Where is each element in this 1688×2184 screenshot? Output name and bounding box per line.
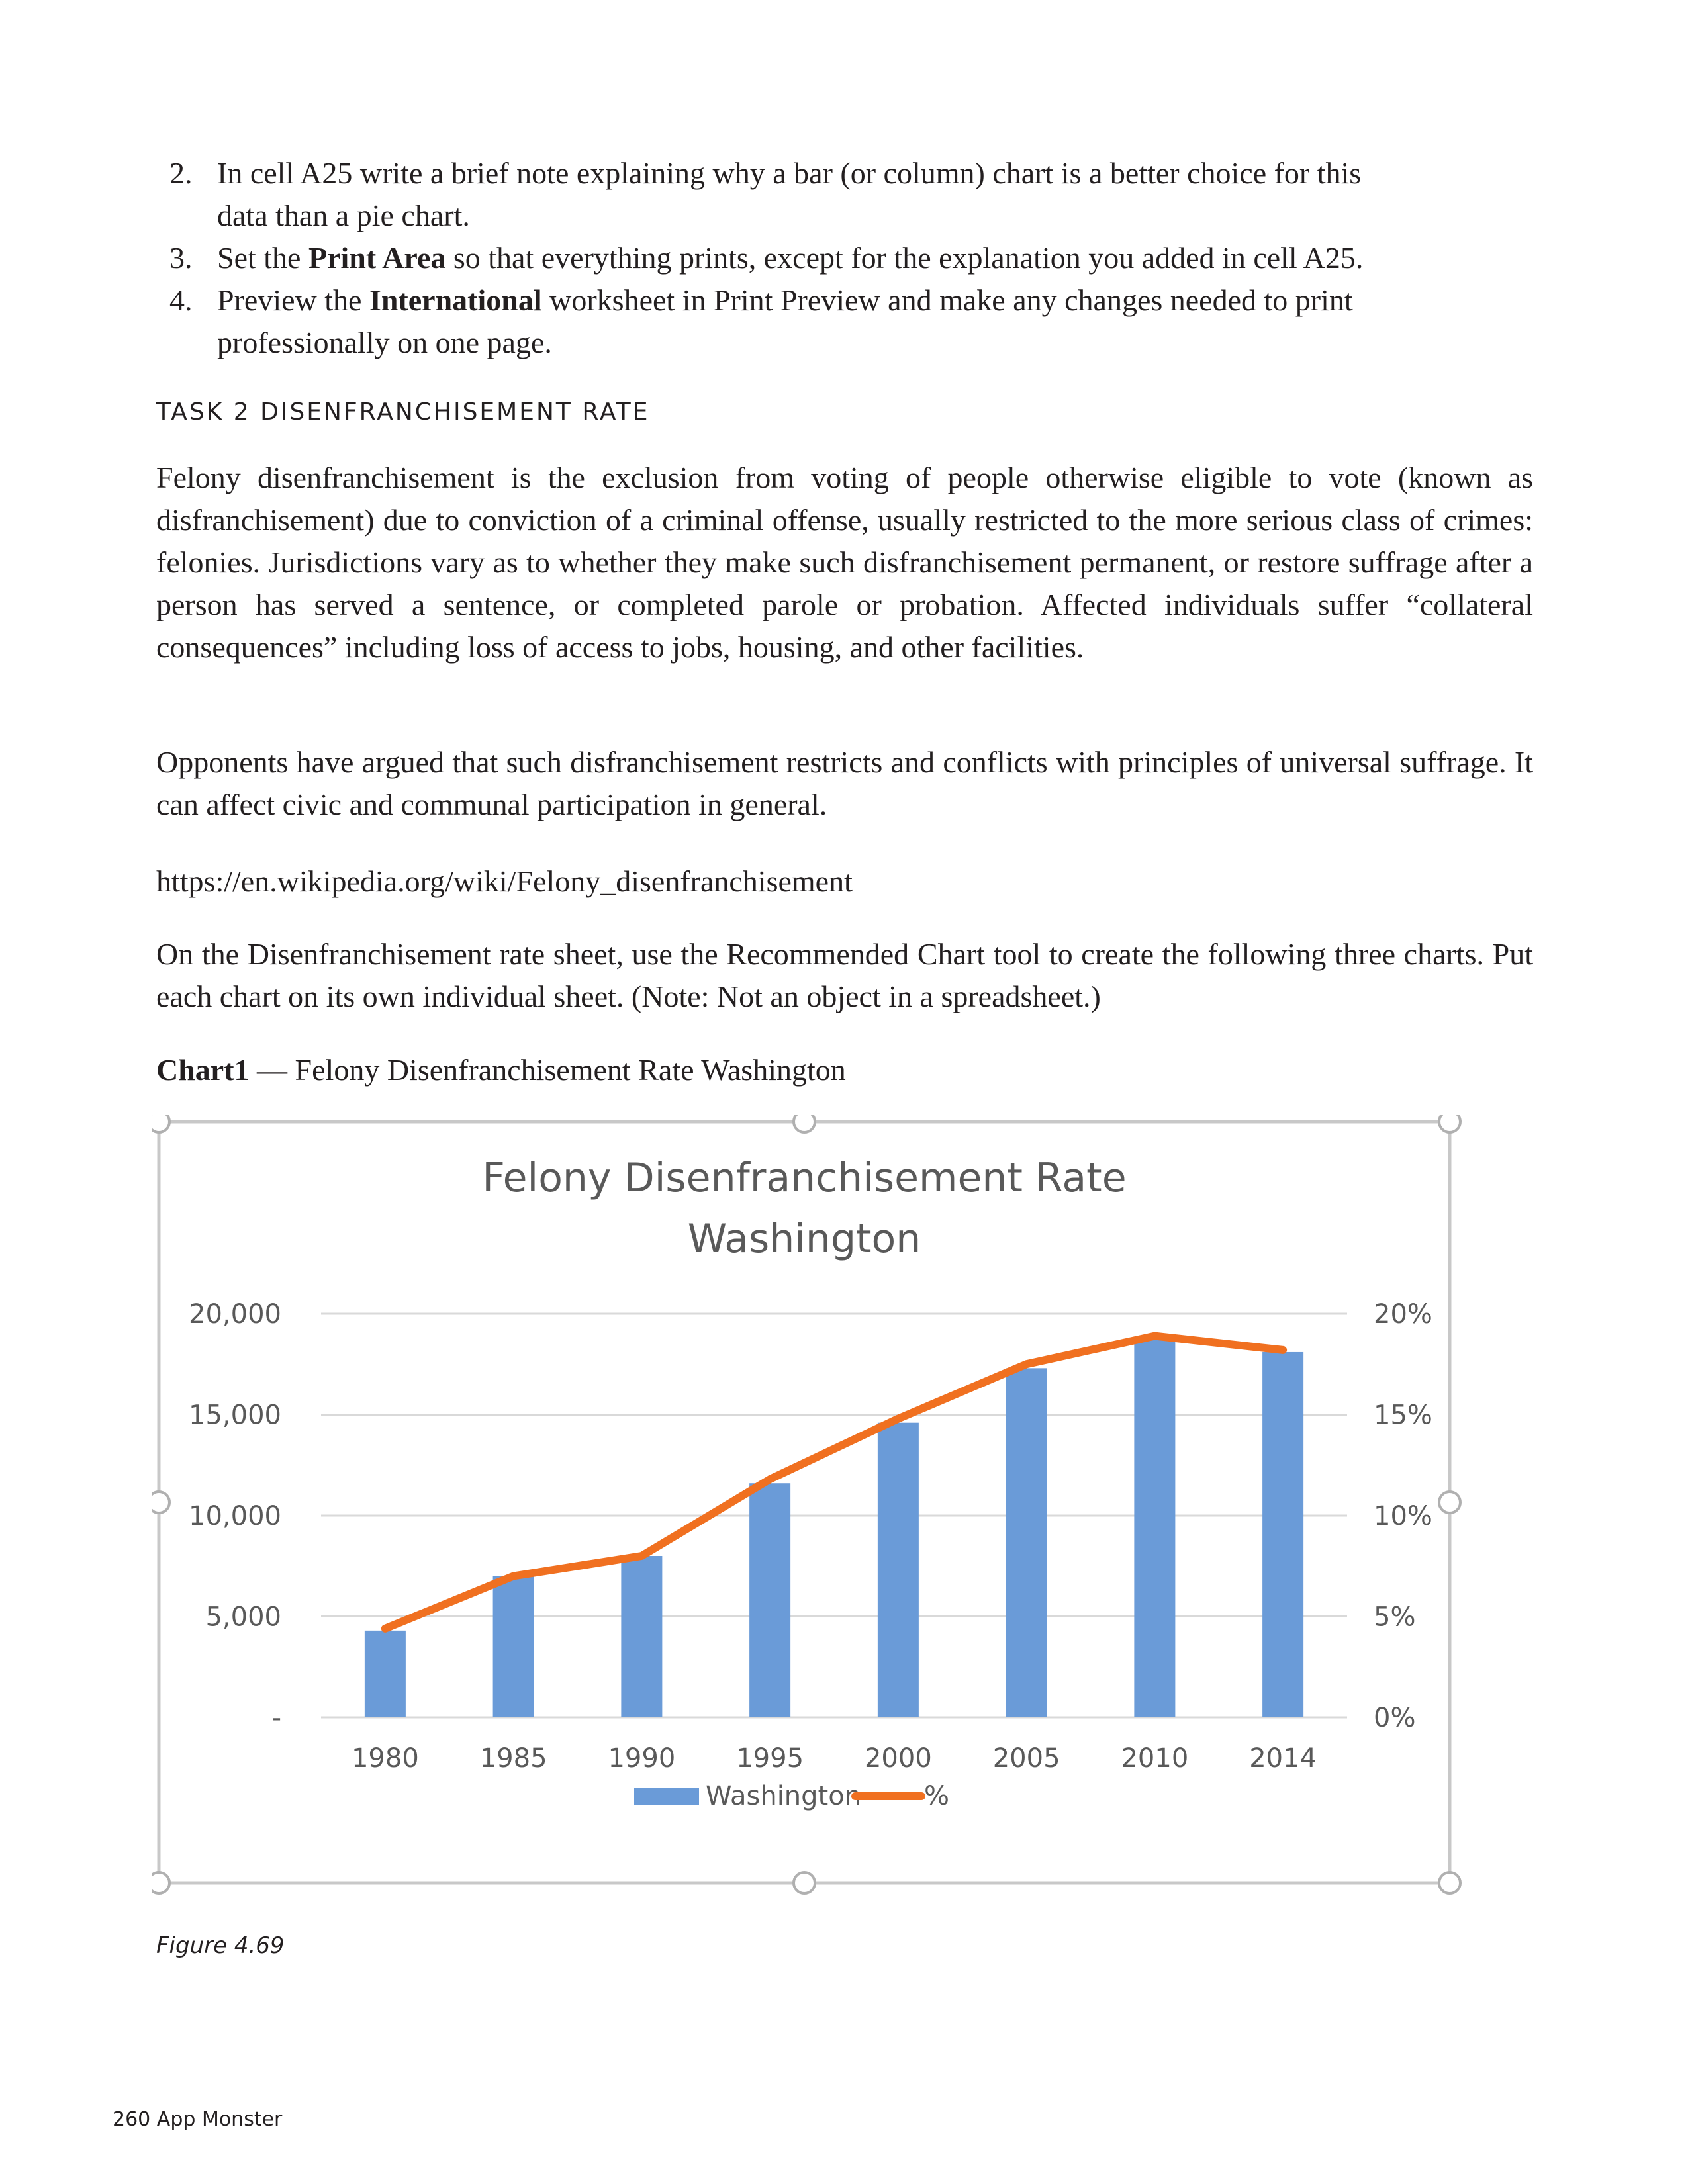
legend-label-percent: % bbox=[924, 1781, 949, 1811]
left-axis-tick-label: 5,000 bbox=[205, 1602, 281, 1633]
right-axis-tick-label: 20% bbox=[1374, 1299, 1432, 1330]
bar-1995 bbox=[749, 1483, 791, 1717]
step-3: 3. Set the Print Area so that everything… bbox=[146, 237, 1523, 279]
percent-line bbox=[381, 1332, 1288, 1633]
step-number: 3. bbox=[169, 241, 193, 275]
legend-swatch-washington bbox=[634, 1788, 699, 1805]
left-axis-tick-label: 15,000 bbox=[189, 1400, 281, 1431]
step-text: worksheet in Print Preview and make any … bbox=[541, 283, 1353, 317]
bar-2000 bbox=[877, 1422, 919, 1717]
chart-caption-text: — Felony Disenfranchisement Rate Washing… bbox=[249, 1053, 846, 1087]
resize-handle bbox=[792, 1871, 816, 1895]
chart-frame bbox=[157, 1120, 1452, 1885]
chart-figure: Felony Disenfranchisement Rate Washington… bbox=[152, 1115, 1476, 1909]
step-text-continued: professionally on one page. bbox=[217, 326, 552, 359]
step-number: 2. bbox=[169, 156, 193, 190]
resize-handle bbox=[152, 1490, 171, 1514]
resize-handle bbox=[152, 1115, 171, 1134]
instructions-paragraph: On the Disenfranchisement rate sheet, us… bbox=[156, 937, 1533, 1013]
bar-1985 bbox=[492, 1576, 534, 1717]
resize-handle bbox=[1438, 1871, 1462, 1895]
page-footer: 260 App Monster bbox=[113, 2108, 283, 2131]
right-axis-tick-label: 5% bbox=[1374, 1602, 1415, 1633]
resize-handle bbox=[1438, 1490, 1462, 1514]
step-emphasis: International bbox=[369, 283, 542, 317]
step-number: 4. bbox=[169, 283, 193, 317]
resize-handle bbox=[792, 1115, 816, 1134]
figure-caption: Figure 4.69 bbox=[156, 1933, 285, 1959]
left-axis-tick-label: 20,000 bbox=[189, 1299, 281, 1330]
right-axis-tick-label: 0% bbox=[1374, 1703, 1415, 1733]
step-text: so that everything prints, except for th… bbox=[445, 241, 1364, 275]
x-axis-tick-label: 2010 bbox=[1121, 1743, 1188, 1774]
x-axis-tick-label: 1980 bbox=[352, 1743, 419, 1774]
resize-handle bbox=[1438, 1115, 1462, 1134]
source-url: https://en.wikipedia.org/wiki/Felony_dis… bbox=[156, 864, 853, 898]
step-text-continued: data than a pie chart. bbox=[217, 199, 470, 232]
percent-point-2005 bbox=[1025, 1363, 1028, 1366]
x-axis-tick-label: 2014 bbox=[1249, 1743, 1317, 1774]
chart-caption-label: Chart1 bbox=[156, 1053, 250, 1087]
x-axis-tick-label: 2005 bbox=[993, 1743, 1060, 1774]
percent-point-1980 bbox=[383, 1627, 387, 1630]
x-axis-tick-label: 1985 bbox=[480, 1743, 547, 1774]
percent-point-1990 bbox=[640, 1555, 643, 1557]
step-text: In cell A25 write a brief note explainin… bbox=[217, 156, 1362, 190]
step-2: 2. In cell A25 write a brief note explai… bbox=[146, 152, 1523, 237]
bar-1990 bbox=[621, 1556, 663, 1717]
bar-2005 bbox=[1006, 1368, 1047, 1717]
x-axis-tick-label: 1990 bbox=[608, 1743, 675, 1774]
x-axis-tick-label: 1995 bbox=[736, 1743, 804, 1774]
chart-title: Washington bbox=[688, 1216, 921, 1262]
percent-point-1985 bbox=[512, 1574, 515, 1578]
task-heading: TASK 2 DISENFRANCHISEMENT RATE bbox=[156, 398, 650, 426]
bar-1980 bbox=[364, 1630, 406, 1717]
chart-title: Felony Disenfranchisement Rate bbox=[482, 1155, 1126, 1201]
combo-chart: Felony Disenfranchisement Rate Washington… bbox=[152, 1115, 1462, 1895]
right-axis-tick-label: 10% bbox=[1374, 1501, 1432, 1531]
percent-point-2010 bbox=[1153, 1334, 1156, 1338]
bar-2010 bbox=[1134, 1338, 1176, 1717]
right-axis-tick-label: 15% bbox=[1374, 1400, 1432, 1431]
step-4: 4. Preview the International worksheet i… bbox=[146, 279, 1523, 364]
opponents-paragraph: Opponents have argued that such disfranc… bbox=[156, 745, 1533, 821]
instruction-steps: 2. In cell A25 write a brief note explai… bbox=[146, 152, 1523, 364]
resize-handle bbox=[152, 1871, 171, 1895]
percent-point-2014 bbox=[1282, 1348, 1285, 1351]
percent-point-2000 bbox=[896, 1417, 900, 1420]
chart-caption: Chart1 — Felony Disenfranchisement Rate … bbox=[156, 1049, 846, 1091]
step-emphasis: Print Area bbox=[308, 241, 446, 275]
x-axis-tick-label: 2000 bbox=[865, 1743, 932, 1774]
legend-label-washington: Washington bbox=[706, 1781, 861, 1811]
bar-2014 bbox=[1262, 1351, 1304, 1717]
intro-paragraph: Felony disenfranchisement is the exclusi… bbox=[156, 461, 1533, 664]
step-text: Set the bbox=[217, 241, 308, 275]
step-text: Preview the bbox=[217, 283, 369, 317]
left-axis-tick-label: - bbox=[272, 1703, 281, 1733]
percent-point-1995 bbox=[769, 1478, 772, 1481]
left-axis-tick-label: 10,000 bbox=[189, 1501, 281, 1531]
